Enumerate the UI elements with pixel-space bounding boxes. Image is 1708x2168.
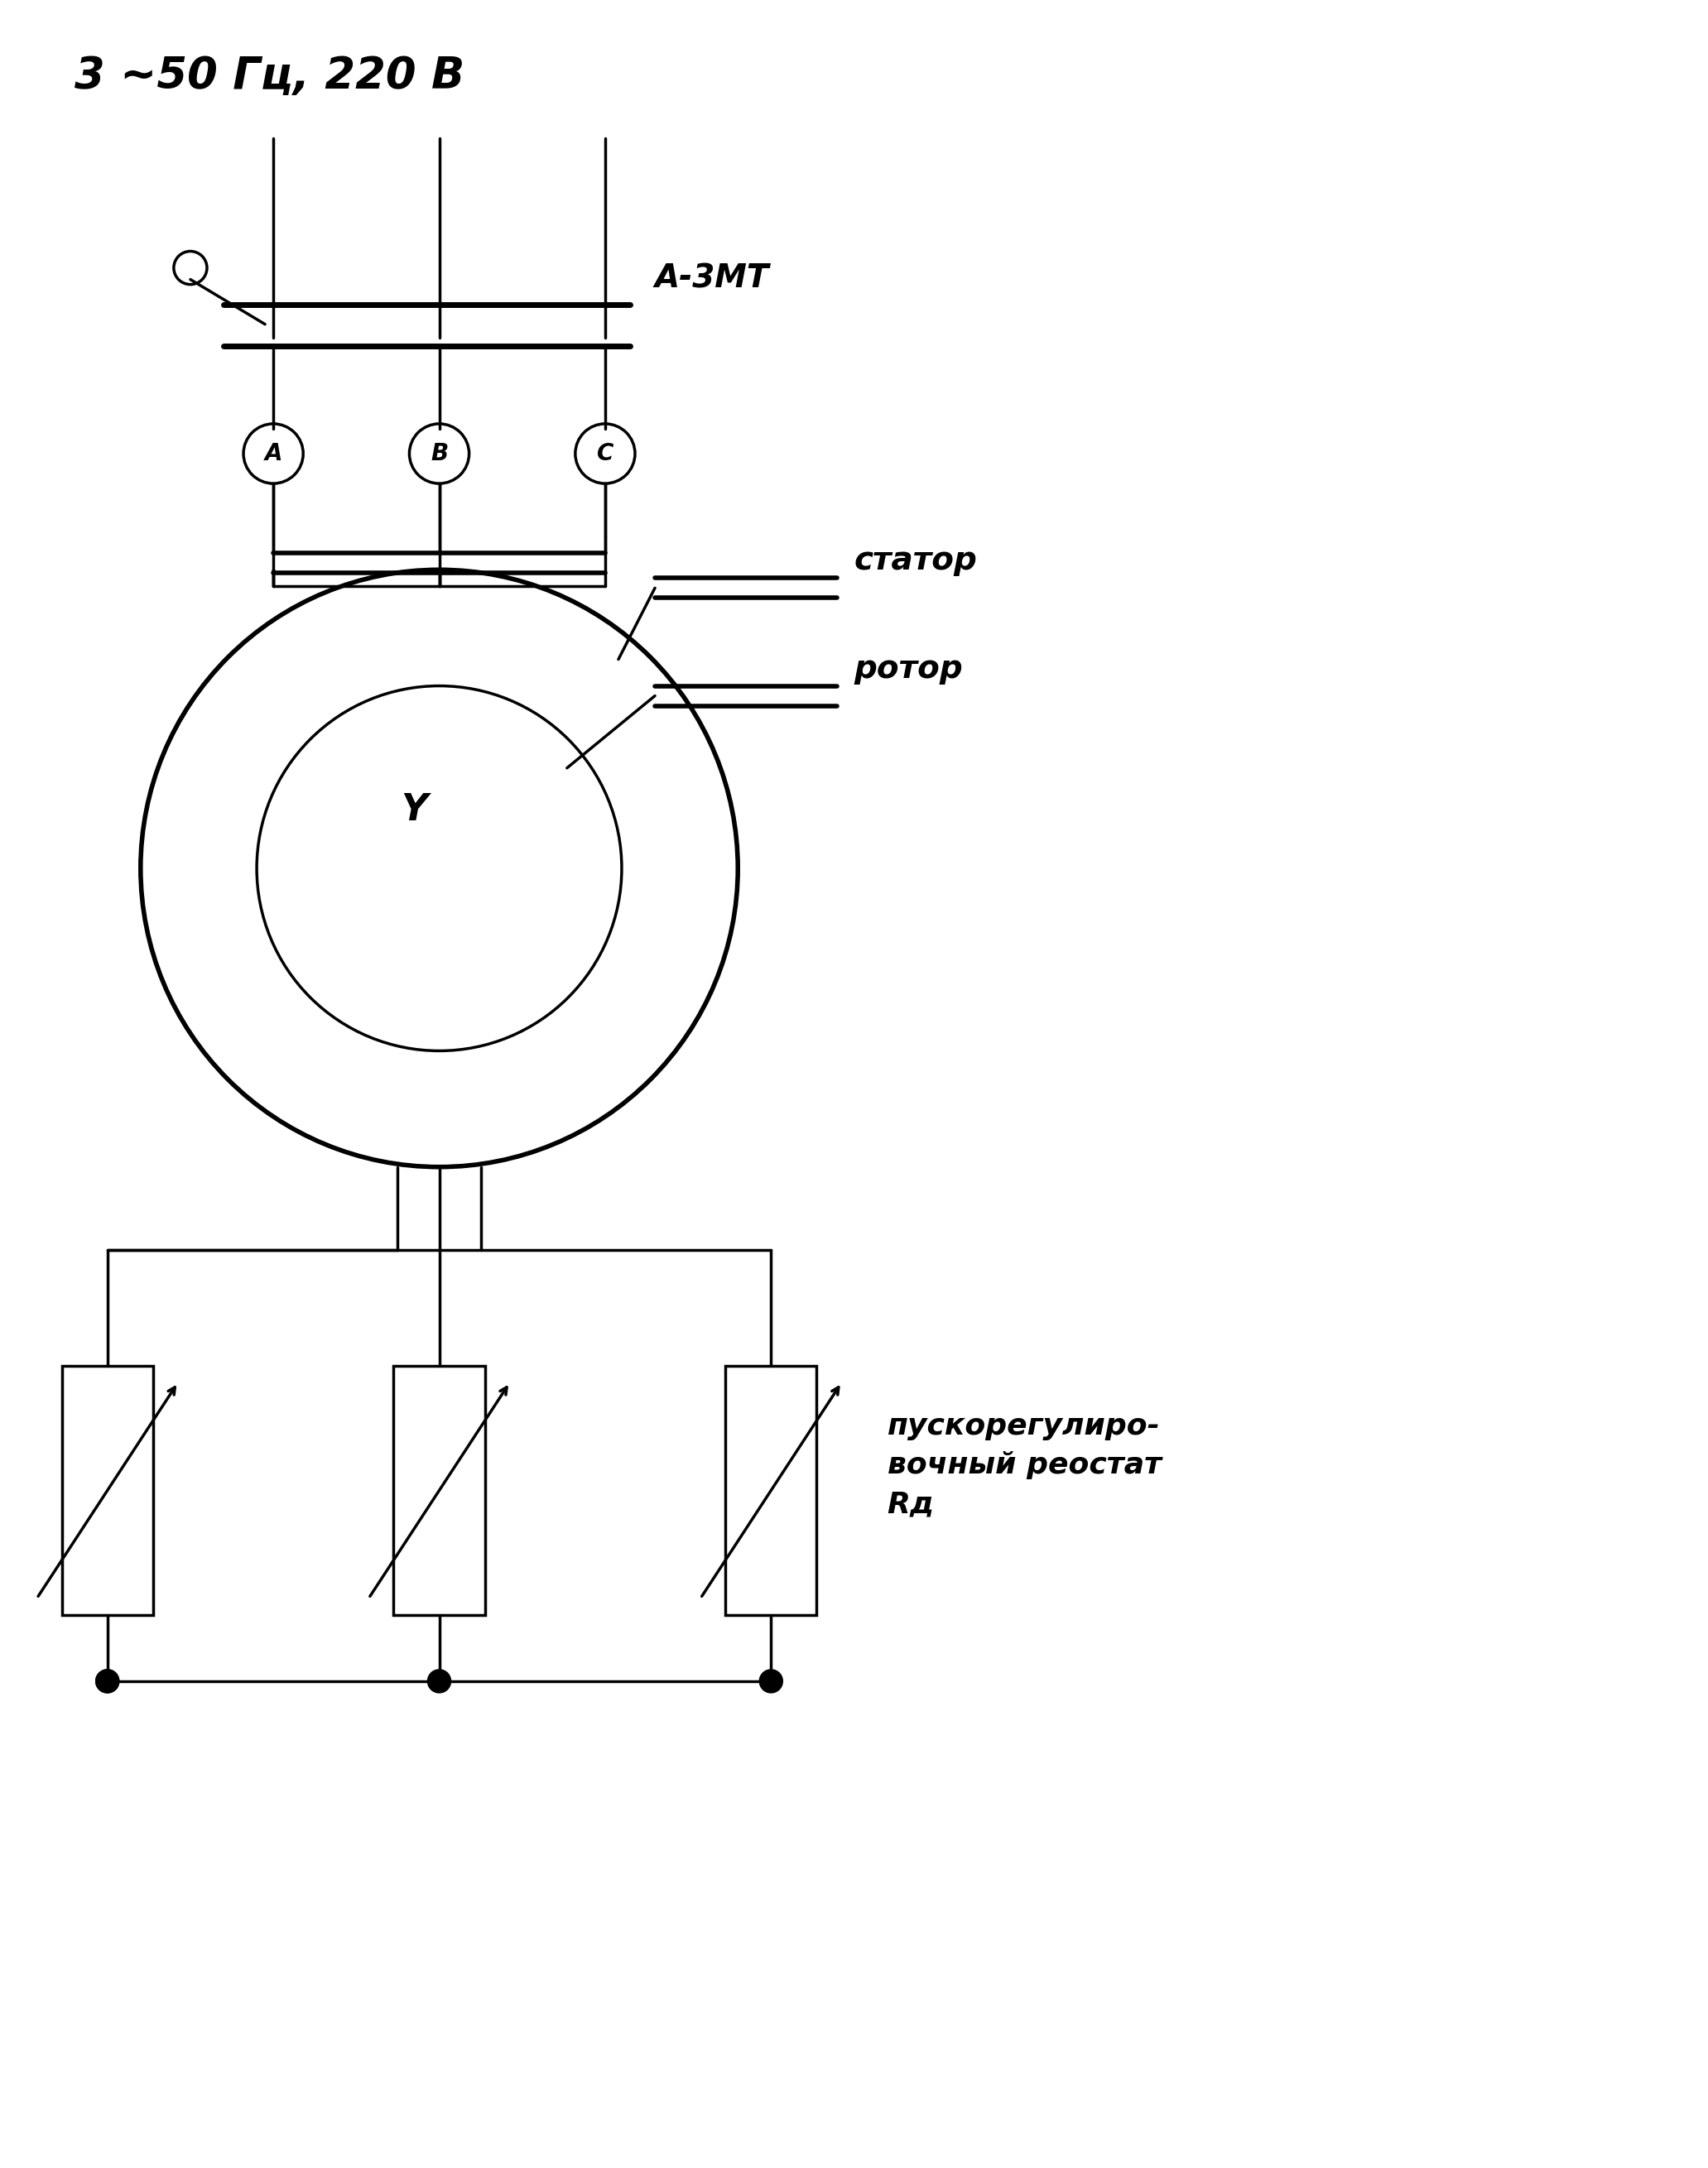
- Circle shape: [427, 1669, 451, 1693]
- Text: статор: статор: [854, 544, 977, 577]
- Text: А: А: [265, 442, 282, 466]
- Text: ротор: ротор: [854, 653, 963, 685]
- Text: С: С: [596, 442, 613, 466]
- Text: А-3МТ: А-3МТ: [654, 262, 770, 295]
- Circle shape: [760, 1669, 782, 1693]
- Circle shape: [96, 1669, 120, 1693]
- Text: В: В: [430, 442, 447, 466]
- Text: Y: Y: [401, 793, 427, 828]
- Text: пускорегулиро-
вочный реостат
Rд: пускорегулиро- вочный реостат Rд: [886, 1411, 1161, 1520]
- Text: 3 ~50 Гц, 220 В: 3 ~50 Гц, 220 В: [73, 54, 465, 98]
- Circle shape: [96, 1669, 120, 1693]
